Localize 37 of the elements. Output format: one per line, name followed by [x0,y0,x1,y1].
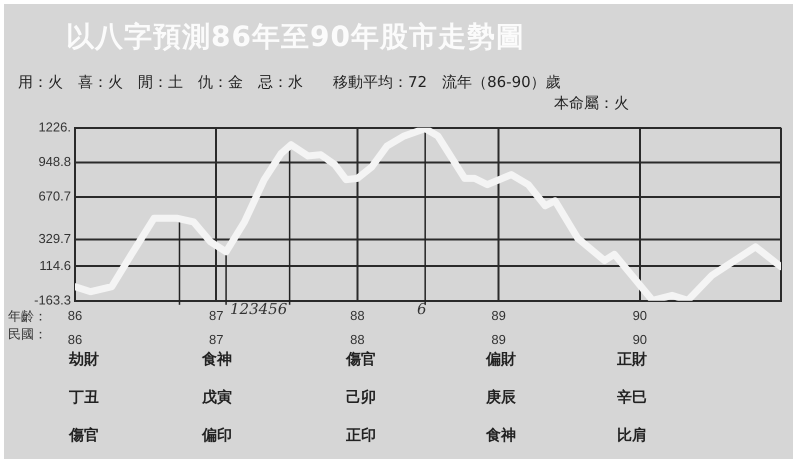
text: 偏財 [484,350,517,369]
annotation: 123456 [230,300,288,318]
x2-axis-title: 民國： [8,328,47,343]
text: 食神 [484,426,517,445]
x-tick-label: 88 [350,308,365,324]
text: 正印 [345,426,377,445]
chart-subtitle: 用：火 喜：火 閒：土 仇：金 忌：水 移動平均：72 流年（86-90）歲 [18,72,561,93]
x-tick-label: 90 [632,308,648,324]
text: 比肩 [616,426,648,445]
x2-tick-label: 87 [208,332,224,347]
x2-tick-label: 88 [350,332,365,347]
text: 食神 [200,350,233,369]
x-tick-label: 87 [208,308,224,324]
x2-tick-label: 89 [491,332,506,347]
x2-tick-label: 90 [632,332,648,347]
text: 偏印 [200,426,233,445]
text: 丁丑 [68,388,100,407]
annotation: 6 [417,300,427,318]
text: 戊寅 [201,388,233,407]
y-tick-label: -163.3 [34,292,71,308]
text: 傷官 [344,350,377,369]
x-axis-title: 年齡： [8,310,47,325]
y-tick-label: 114.6 [39,258,71,273]
y-tick-label: 948.8 [38,154,71,169]
text: 辛巳 [616,388,648,407]
text: 傷官 [68,426,100,445]
text: 己卯 [345,388,377,407]
x-tick-label: 89 [491,308,506,324]
x2-tick-label: 86 [68,332,82,347]
text: 本命屬：火 [554,94,629,113]
x-tick-label: 86 [68,308,82,324]
y-tick-label: 329.7 [38,230,71,246]
y-tick-label: 670.7 [38,188,71,204]
text: 正財 [616,350,648,369]
y-tick-label: 1226. [38,119,71,134]
text: 庚辰 [484,388,517,407]
text: 劫財 [68,350,100,369]
